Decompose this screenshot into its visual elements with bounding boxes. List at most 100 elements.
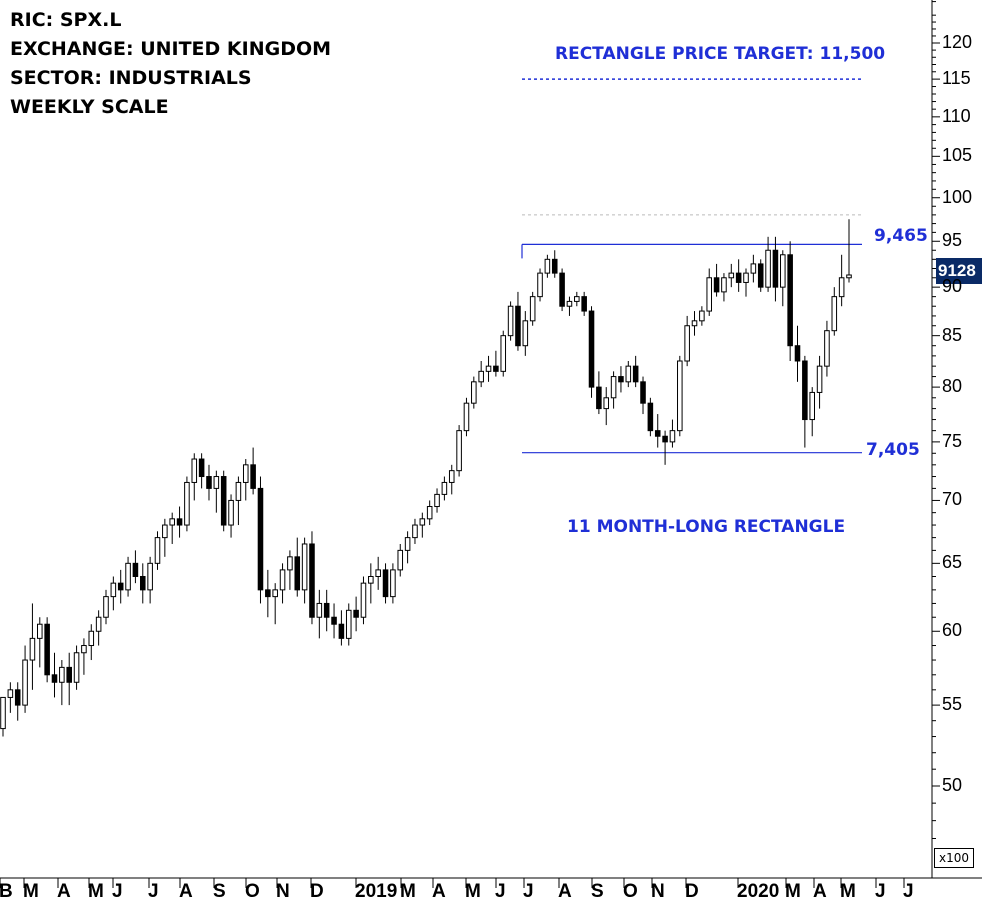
up-candle [95, 616, 102, 632]
up-candle [699, 310, 705, 322]
down-candle [618, 376, 624, 383]
up-candle [463, 402, 470, 432]
up-candle [610, 376, 617, 399]
x-tick-label: S [213, 881, 226, 902]
up-candle [691, 320, 698, 327]
up-candle [169, 518, 175, 526]
up-candle [721, 277, 727, 293]
down-candle [132, 562, 139, 577]
up-candle [59, 666, 65, 683]
down-candle [772, 249, 779, 288]
up-candle [750, 263, 757, 274]
y-tick-label: 85 [942, 324, 963, 345]
down-candle [265, 589, 271, 598]
down-candle [331, 616, 337, 625]
up-candle [831, 296, 838, 332]
up-candle [441, 481, 448, 495]
down-candle [294, 556, 301, 591]
y-tick-label: 55 [942, 694, 963, 715]
down-candle [176, 518, 183, 526]
down-candle [309, 543, 315, 618]
up-candle [162, 524, 168, 539]
up-candle [37, 623, 43, 639]
x-tick-label: J [495, 881, 506, 902]
up-candle [846, 274, 852, 279]
x-tick-label: O [623, 881, 638, 902]
down-candle [802, 360, 808, 421]
up-candle [706, 277, 713, 312]
down-candle [632, 365, 639, 383]
down-candle [493, 365, 499, 372]
x-tick-label: J [875, 881, 886, 902]
y-tick-label: 80 [942, 376, 963, 397]
up-candle [397, 549, 404, 571]
x-tick-label: J [523, 881, 534, 902]
up-candle [566, 300, 573, 307]
x-tick-label: J [112, 881, 123, 902]
up-candle [471, 381, 477, 404]
down-candle [257, 487, 264, 591]
up-candle [316, 602, 323, 618]
down-candle [51, 674, 58, 683]
x-tick-label: N [651, 881, 665, 902]
x-tick-label: B [0, 881, 13, 902]
x-tick-label: N [276, 881, 290, 902]
up-candle [125, 562, 131, 591]
support-level-label: 7,405 [866, 440, 920, 460]
x-tick-label: A [57, 881, 71, 902]
x-tick-label: M [465, 881, 481, 902]
up-candle [448, 470, 455, 483]
up-candle [81, 645, 87, 654]
up-candle [301, 543, 308, 591]
up-candle [7, 689, 14, 698]
down-candle [787, 254, 793, 347]
up-candle [279, 569, 286, 591]
x-tick-label: O [245, 881, 260, 902]
x-tick-label: D [310, 881, 324, 902]
x-tick-label: 2019 [355, 881, 398, 902]
up-candle [110, 582, 117, 598]
x-tick-label: J [148, 881, 159, 902]
y-tick-label: 60 [942, 620, 963, 641]
up-candle [419, 518, 426, 526]
up-candle [103, 596, 109, 618]
scale-label: WEEKLY SCALE [10, 96, 169, 118]
x-tick-label: S [591, 881, 604, 902]
up-candle [669, 430, 676, 443]
y-tick-label: 115 [942, 68, 971, 89]
up-candle [765, 249, 771, 288]
up-candle [154, 537, 161, 564]
up-candle [147, 562, 153, 591]
down-candle [117, 582, 124, 591]
down-candle [713, 277, 720, 293]
resistance-level-label: 9,465 [874, 226, 928, 246]
ric-label: RIC: SPX.L [10, 9, 122, 31]
down-candle [559, 272, 565, 307]
rectangle-pattern-label: 11 MONTH-LONG RECTANGLE [567, 517, 846, 537]
up-candle [537, 272, 543, 298]
x-tick-label: M [785, 881, 801, 902]
up-candle [184, 481, 190, 526]
sector-label: SECTOR: INDUSTRIALS [10, 67, 252, 89]
up-candle [73, 652, 80, 683]
last-price-badge: 9128 [936, 258, 982, 284]
up-candle [272, 589, 278, 598]
up-candle [404, 537, 411, 551]
x-tick-label: M [400, 881, 416, 902]
down-candle [44, 623, 50, 676]
up-candle [743, 272, 749, 283]
price-target-label: RECTANGLE PRICE TARGET: 11,500 [555, 44, 886, 64]
up-candle [390, 569, 396, 598]
up-candle [88, 630, 95, 647]
down-candle [588, 310, 595, 388]
y-tick-label: 70 [942, 489, 963, 510]
up-candle [375, 569, 381, 577]
down-candle [250, 464, 256, 489]
up-candle [529, 296, 536, 322]
up-candle [345, 609, 352, 639]
down-candle [14, 689, 21, 706]
up-candle [242, 464, 249, 483]
down-candle [353, 609, 359, 618]
